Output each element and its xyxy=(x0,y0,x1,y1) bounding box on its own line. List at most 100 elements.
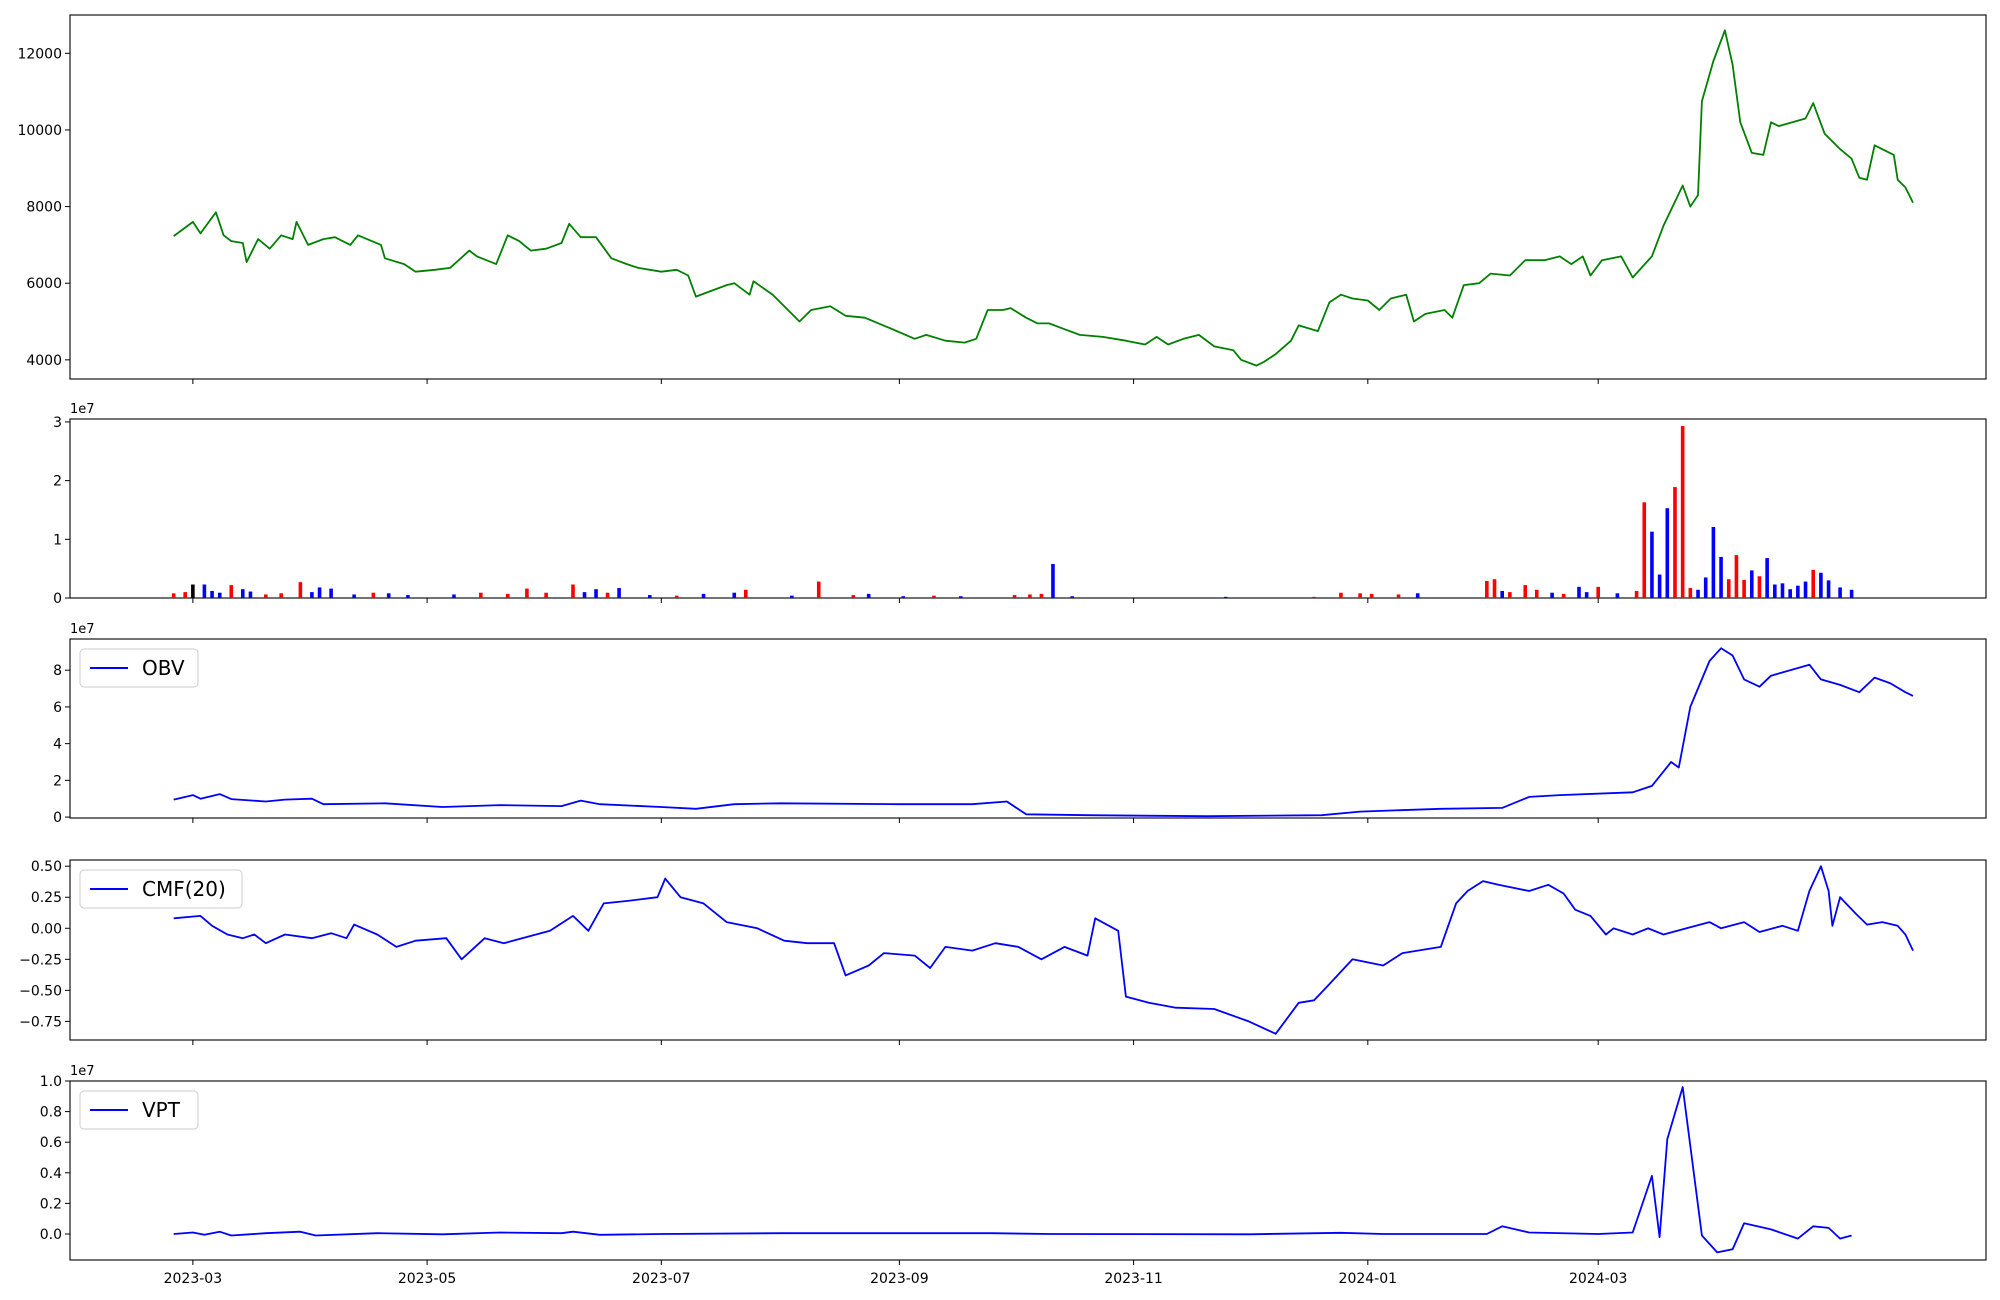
volume-bar xyxy=(386,593,391,598)
volume-bar xyxy=(1780,583,1785,598)
panel-frame xyxy=(69,418,1987,599)
x-tick-label: 2023-07 xyxy=(632,1271,691,1287)
volume-bar xyxy=(1415,593,1420,598)
volume-bar xyxy=(901,596,906,598)
volume-bar xyxy=(1070,596,1074,598)
panel-price: 4000 6000 8000 10000 12000 xyxy=(17,14,1987,384)
volume-bar xyxy=(1811,569,1816,598)
volume-bar xyxy=(210,590,214,598)
volume-bar xyxy=(1358,593,1362,598)
volume-bar xyxy=(1039,593,1044,598)
volume-bar xyxy=(1650,531,1654,598)
volume-bar xyxy=(1734,555,1739,598)
volume-bar xyxy=(1749,570,1754,598)
y-tick-label: 0.50 xyxy=(31,859,62,875)
y-tick-label: 0.00 xyxy=(31,921,62,937)
y-tick-label: 2 xyxy=(53,474,62,490)
volume-bar xyxy=(582,592,587,598)
volume-bar xyxy=(790,595,794,598)
y-tick-label: 6000 xyxy=(26,276,62,292)
volume-bar xyxy=(1657,574,1662,598)
y-tick-label: 0.8 xyxy=(40,1105,62,1121)
volume-bar xyxy=(406,595,410,598)
volume-bar xyxy=(1523,585,1528,598)
volume-bar xyxy=(310,592,314,598)
y-tick-label: 0.25 xyxy=(31,890,62,906)
volume-bar xyxy=(1577,586,1581,598)
y-tick-label: 4000 xyxy=(26,353,62,369)
y-tick-label: −0.25 xyxy=(19,952,62,968)
volume-bar xyxy=(1757,576,1762,598)
y-tick-label: 4 xyxy=(53,737,62,753)
y-tick-label: 0 xyxy=(53,591,62,607)
x-tick-label: 2023-03 xyxy=(164,1271,223,1287)
volume-bar xyxy=(594,589,598,598)
volume-bar xyxy=(202,584,207,598)
volume-bar xyxy=(279,593,283,598)
y-tick-label: 12000 xyxy=(17,46,62,62)
volume-bar xyxy=(1312,596,1316,598)
vpt-series-line xyxy=(173,1086,1852,1254)
volume-bar xyxy=(1615,593,1620,598)
price-series-line xyxy=(173,29,1914,367)
volume-bar xyxy=(371,592,376,598)
volume-bar xyxy=(1642,502,1647,598)
volume-bar xyxy=(1508,592,1512,598)
volume-bar xyxy=(674,595,679,598)
volume-bar xyxy=(1584,592,1589,598)
y-tick-label: 1 xyxy=(53,532,62,548)
volume-bar xyxy=(1696,589,1700,598)
y-tick-label: 6 xyxy=(53,700,62,716)
panel-frame xyxy=(69,14,1987,380)
y-tick-label: 10000 xyxy=(17,123,62,139)
volume-bar xyxy=(571,584,575,598)
volume-bar xyxy=(1012,595,1017,598)
volume-bar xyxy=(1500,590,1505,598)
legend-box xyxy=(79,1090,199,1130)
x-tick-label: 2024-03 xyxy=(1569,1271,1628,1287)
volume-bar xyxy=(1838,587,1842,598)
axis-offset-label: 1e7 xyxy=(70,1064,95,1079)
volume-bar xyxy=(1773,584,1777,598)
volume-bar xyxy=(1051,563,1055,598)
volume-bar xyxy=(505,593,510,598)
volume-bar xyxy=(1550,592,1554,598)
panel-volume: 0 1 2 3 1e7 xyxy=(53,402,1987,607)
y-tick-label: 0.0 xyxy=(40,1227,62,1243)
volume-bar xyxy=(1849,589,1854,598)
volume-bar xyxy=(1534,589,1539,598)
volume-bar xyxy=(1788,589,1792,598)
panel-frame xyxy=(69,1080,1987,1261)
x-tick-label: 2024-01 xyxy=(1339,1271,1398,1287)
volume-bar xyxy=(743,589,748,598)
volume-bar xyxy=(1765,558,1769,598)
volume-bar xyxy=(329,588,333,598)
volume-bar xyxy=(1688,588,1693,598)
volume-bar xyxy=(1742,579,1746,598)
volume-bar xyxy=(959,596,963,598)
axis-offset-label: 1e7 xyxy=(70,402,95,417)
volume-bar xyxy=(605,592,610,598)
volume-bar xyxy=(932,595,936,598)
volume-bar xyxy=(701,593,706,598)
volume-bar xyxy=(1028,594,1032,598)
volume-bar xyxy=(240,589,245,598)
volume-bar xyxy=(1673,487,1677,598)
volume-bar xyxy=(1492,579,1497,598)
volume-bar xyxy=(1819,572,1823,598)
legend-label: CMF(20) xyxy=(142,877,226,901)
y-tick-label: 1.0 xyxy=(40,1074,62,1090)
panel-vpt: 0.0 0.2 0.4 0.6 0.8 1.0 1e7 2023-03 2023-05 2023-… xyxy=(40,1064,1987,1287)
volume-bar xyxy=(171,593,176,598)
volume-bar xyxy=(1596,586,1600,598)
volume-bar xyxy=(1726,579,1731,598)
volume-bar xyxy=(1680,426,1685,598)
volume-bar xyxy=(264,594,268,598)
volume-bar xyxy=(816,581,821,598)
y-tick-label: −0.50 xyxy=(19,983,62,999)
volume-bar xyxy=(1719,556,1723,598)
x-tick-label: 2023-09 xyxy=(870,1271,929,1287)
volume-bar xyxy=(298,582,303,598)
panel-obv: 0 2 4 6 8 1e7 OBV xyxy=(53,622,1987,826)
volume-bar xyxy=(183,592,187,598)
